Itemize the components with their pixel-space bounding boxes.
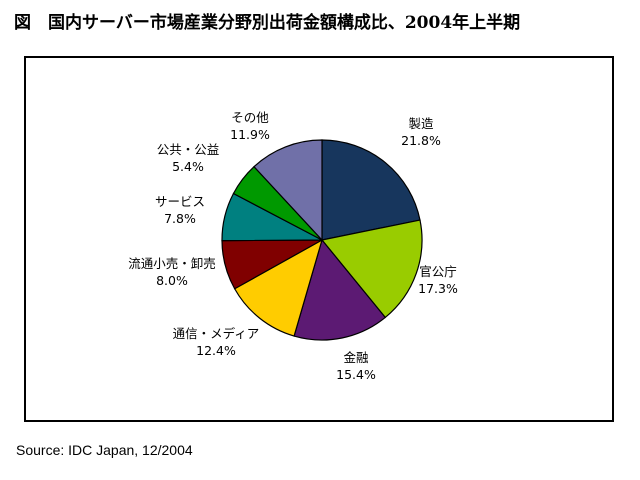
slice-label: 通信・メディア [173,326,260,341]
slice-label: 流通小売・卸売 [128,256,216,271]
slice-label: その他 [231,110,269,125]
source-note: Source: IDC Japan, 12/2004 [16,442,193,458]
pie-slice-3 [293,238,387,341]
pie-labels: 製造 21.8% 官公庁 17.3% 金融 15.4% 通信・メディア 12.4% 流通小売・卸… [128,110,458,382]
pie-slice-1 [321,139,421,241]
slice-label: 官公庁 [419,264,457,279]
slice-label: サービス [155,194,205,209]
slice-value-label: 12.4% [196,343,236,358]
pie-slices [221,139,423,341]
pie-chart: 製造 21.8% 官公庁 17.3% 金融 15.4% 通信・メディア 12.4% 流通小売・卸… [128,110,458,382]
pie-slice-8 [253,139,323,242]
slice-value-label: 5.4% [172,159,204,174]
slice-label: 金融 [343,350,369,365]
pie-slice-4 [233,238,323,337]
slice-value-label: 17.3% [418,281,458,296]
slice-value-label: 15.4% [336,367,376,382]
slice-value-label: 11.9% [230,127,270,142]
chart-frame: 製造 21.8% 官公庁 17.3% 金融 15.4% 通信・メディア 12.4% 流通小売・卸… [24,56,614,422]
slice-label: 製造 [408,116,434,131]
slice-label: 公共・公益 [157,142,220,157]
slice-value-label: 8.0% [156,273,188,288]
pie-slice-2 [320,219,423,319]
slice-value-label: 21.8% [401,133,441,148]
slice-value-label: 7.8% [164,211,196,226]
chart-title: 図 国内サーバー市場産業分野別出荷金額構成比、2004年上半期 [14,13,521,33]
